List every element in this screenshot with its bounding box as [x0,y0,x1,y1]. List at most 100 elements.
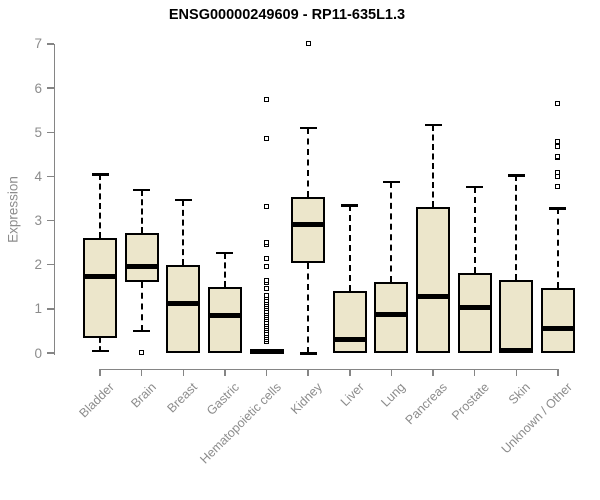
y-tick-label: 1 [34,301,42,317]
median-line [540,326,575,332]
upper-whisker-cap [507,174,525,177]
upper-whisker-cap [466,185,484,189]
y-tick-label: 5 [34,124,42,140]
y-axis-tick [46,175,54,178]
box-iqr [374,282,409,353]
box-iqr [83,238,117,338]
outlier-point [264,203,270,209]
upper-whisker-cap [299,126,317,130]
outlier-point [264,255,270,261]
box-iqr [291,197,326,263]
box-iqr [499,279,534,353]
outlier-point [305,41,311,47]
median-line [499,348,534,354]
lower-whisker [307,262,310,353]
box-iqr [332,291,367,353]
y-tick-label: 2 [34,257,42,273]
x-axis-tick [265,368,268,376]
x-axis-tick [349,368,351,376]
median-line [207,312,242,318]
outlier-point [264,292,270,298]
x-axis-line [99,368,559,370]
median-line [249,349,284,355]
median-line [332,337,367,343]
median-line [166,300,201,306]
y-axis-tick [46,263,54,266]
y-tick-label: 0 [34,345,42,361]
box-iqr [124,232,159,283]
outlier-point [555,154,561,160]
median-line [416,293,451,299]
upper-whisker-cap [341,204,359,207]
median-line [291,222,326,228]
y-tick-label: 6 [34,80,42,96]
upper-whisker [515,175,518,280]
upper-whisker-cap [174,198,192,202]
y-axis-tick [46,219,54,222]
upper-whisker-cap [424,123,442,127]
y-axis-tick [46,352,54,354]
lower-whisker [140,282,143,331]
outlier-point [264,96,270,102]
x-axis-tick [224,368,226,376]
x-axis-tick [432,368,434,376]
upper-whisker [556,208,559,288]
outlier-point [555,184,561,190]
lower-whisker-cap [133,329,151,333]
outlier-point [555,170,561,176]
x-axis-tick [473,368,476,376]
y-axis-line [53,44,55,355]
upper-whisker [99,174,101,239]
y-axis-tick [46,43,54,45]
median-line [457,305,492,311]
y-tick-label: 4 [34,168,42,184]
upper-whisker [390,181,393,283]
upper-whisker-cap [549,207,567,210]
box-iqr [540,287,575,353]
upper-whisker [182,199,185,265]
upper-whisker-cap [91,173,109,176]
y-tick-label: 3 [34,213,42,229]
upper-whisker [307,127,310,198]
x-axis-tick [557,368,559,376]
upper-whisker [140,189,143,233]
upper-whisker [348,205,351,292]
outlier-point [555,144,561,150]
upper-whisker-cap [216,251,234,255]
x-axis-tick [99,368,101,376]
box-iqr [166,264,201,353]
median-line [374,312,409,318]
outlier-point [139,349,145,355]
median-line [124,264,159,270]
box-iqr [207,286,242,353]
y-axis-tick [46,131,54,134]
x-axis-tick [140,368,143,376]
outlier-point [264,136,270,142]
lower-whisker-cap [299,352,317,355]
upper-whisker-cap [133,188,151,192]
outlier-point [264,264,270,270]
upper-whisker-cap [382,180,400,184]
x-axis-tick [307,368,309,376]
upper-whisker [432,124,435,207]
y-axis-tick [46,87,54,89]
upper-whisker [223,252,226,287]
outlier-point [555,138,561,144]
chart-title: ENSG00000249609 - RP11-635L1.3 [168,7,406,23]
median-line [83,274,117,280]
upper-whisker [473,186,476,273]
y-axis-tick [46,308,54,310]
lower-whisker-cap [91,349,109,353]
outlier-point [264,277,270,283]
x-axis-tick [182,368,185,376]
box-iqr [457,272,492,353]
outlier-point [555,101,561,107]
x-axis-tick [515,368,518,376]
lower-whisker [99,337,101,351]
outlier-point [264,240,270,246]
x-axis-tick [390,368,393,376]
box-iqr [416,206,451,353]
y-tick-label: 7 [34,36,42,52]
outlier-point [264,286,270,292]
